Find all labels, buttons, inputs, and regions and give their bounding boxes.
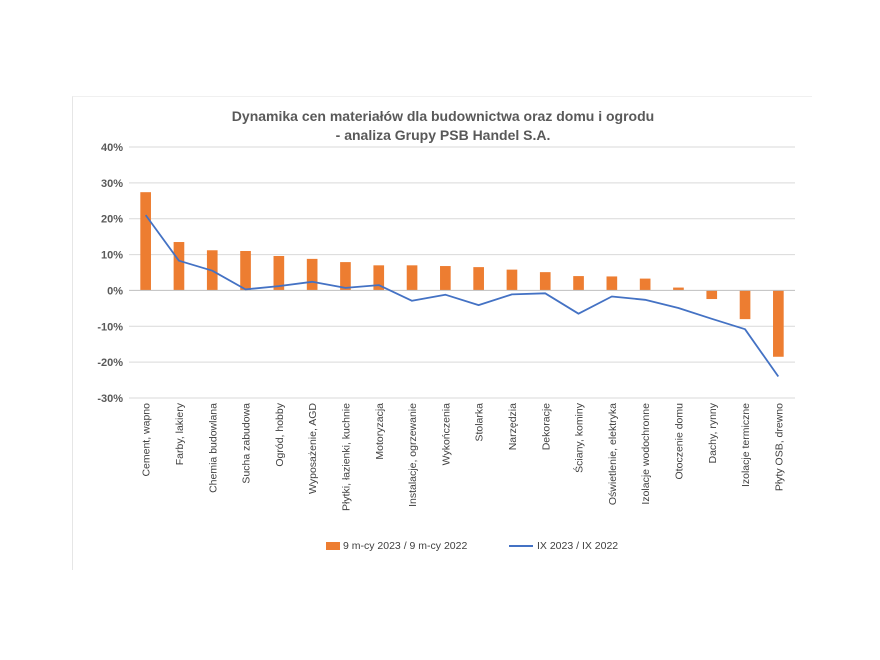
x-tick-label: Stolarka <box>474 403 486 442</box>
bar <box>739 290 751 320</box>
x-tick-label: Otoczenie domu <box>673 403 685 480</box>
bar <box>673 287 684 291</box>
y-tick-label: 30% <box>101 178 123 190</box>
line-series <box>144 214 780 378</box>
y-tick-label: 40% <box>101 142 123 154</box>
bar <box>173 242 185 291</box>
y-axis-ticks: 40% 30% 20% 10% 0% -10% -20% -30% <box>97 142 123 405</box>
x-tick-label: Cement, wapno <box>141 403 153 477</box>
x-tick-label: Ściany, kominy <box>573 402 586 473</box>
x-tick-label: Narzędzia <box>507 403 519 450</box>
bar <box>406 265 418 291</box>
bar <box>706 290 718 300</box>
legend-label-bar: 9 m-cy 2023 / 9 m-cy 2022 <box>343 540 467 552</box>
bar <box>306 258 318 291</box>
bar <box>773 290 784 357</box>
bar <box>373 265 385 291</box>
chart-svg: Dynamika cen materiałów dla budownictwa … <box>97 108 795 552</box>
y-tick-label: 10% <box>101 250 123 262</box>
x-tick-label: Sucha zabudowa <box>241 403 253 484</box>
gridlines <box>129 146 795 399</box>
x-tick-label: Wyposażenie, AGD <box>307 403 319 494</box>
chart-title-line-1: Dynamika cen materiałów dla budownictwa … <box>232 108 654 124</box>
bar <box>639 278 651 291</box>
bar <box>340 262 351 291</box>
x-tick-label: Farby, lakiery <box>174 402 186 465</box>
legend-label-line: IX 2023 / IX 2022 <box>537 540 618 552</box>
bar <box>440 266 451 291</box>
x-tick-label: Płytki, łazienki, kuchnie <box>340 403 352 511</box>
bar <box>506 269 518 291</box>
bar-series <box>140 192 784 357</box>
x-tick-label: Dachy, rynny <box>707 402 719 463</box>
x-tick-label: Dekoracje <box>540 403 552 450</box>
y-tick-label: -30% <box>97 393 123 405</box>
bar <box>539 272 551 291</box>
y-tick-label: -10% <box>97 321 123 333</box>
legend-swatch-bar <box>326 542 340 550</box>
legend: 9 m-cy 2023 / 9 m-cy 2022 IX 2023 / IX 2… <box>326 540 618 552</box>
chart-container: Dynamika cen materiałów dla budownictwa … <box>72 96 812 570</box>
y-tick-label: 20% <box>101 214 123 226</box>
x-tick-label: Izolacje termiczne <box>740 403 752 487</box>
x-tick-label: Motoryzacja <box>374 403 386 460</box>
series-line <box>144 214 780 378</box>
x-tick-label: Izolacje wodochronne <box>640 403 652 505</box>
bar <box>473 267 484 291</box>
bar <box>140 192 151 291</box>
bar <box>273 256 285 291</box>
y-tick-label: -20% <box>97 357 123 369</box>
x-tick-label: Chemia budowlana <box>207 403 219 493</box>
bar <box>606 276 618 291</box>
x-tick-label: Wykończenia <box>440 403 452 466</box>
y-tick-label: 0% <box>107 285 123 297</box>
bar <box>240 250 251 291</box>
bar <box>573 276 584 291</box>
x-axis-ticks: Cement, wapno Farby, lakiery Chemia budowl… <box>141 402 786 511</box>
x-tick-label: Płyty OSB, drewno <box>773 403 785 491</box>
x-tick-label: Oświetlenie, elektryka <box>607 403 619 505</box>
x-tick-label: Instalacje, ogrzewanie <box>407 403 419 507</box>
chart-title-line-2: - analiza Grupy PSB Handel S.A. <box>336 127 551 143</box>
x-tick-label: Ogród, hobby <box>274 402 286 466</box>
